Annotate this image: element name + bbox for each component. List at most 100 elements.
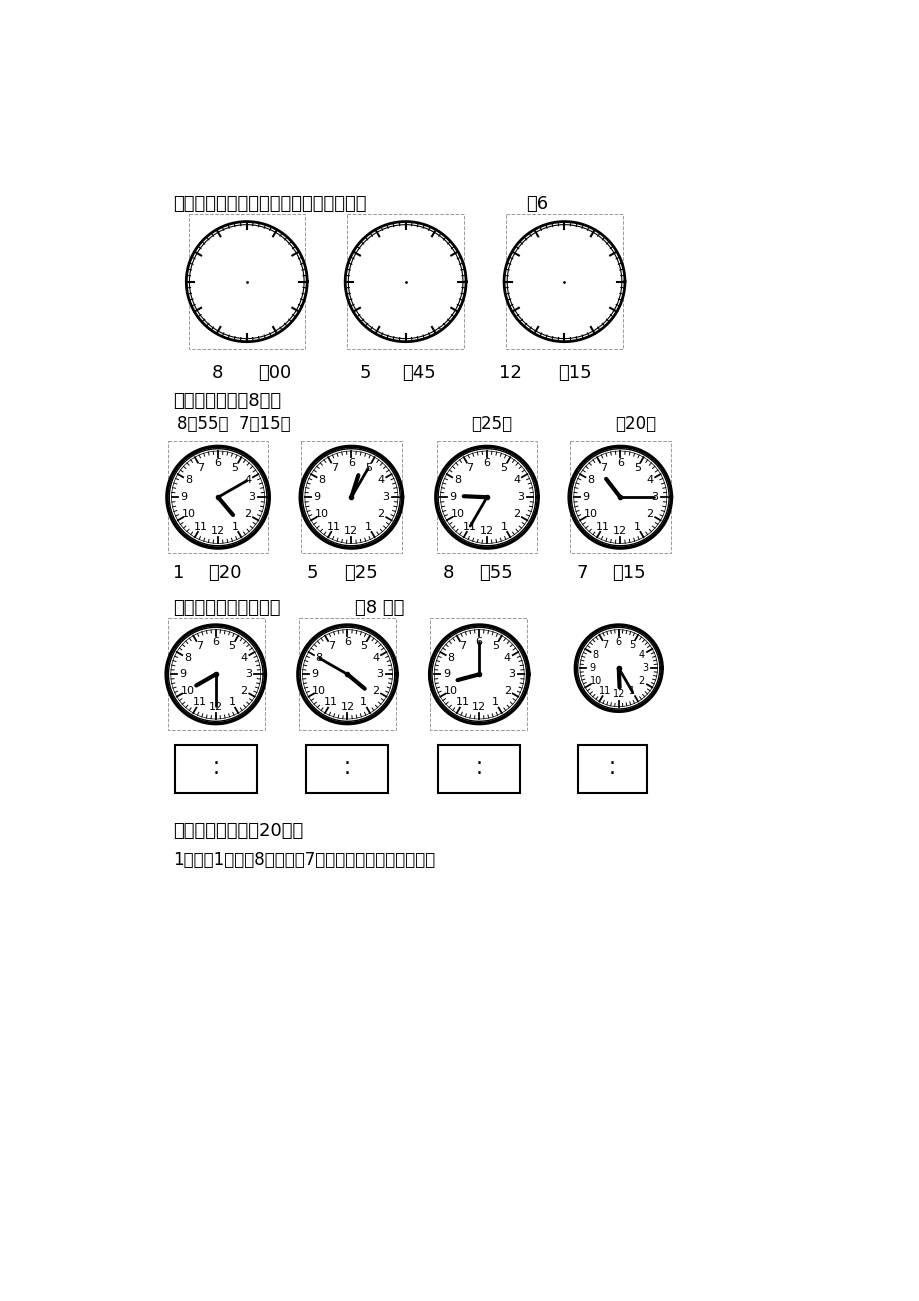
Text: 8: 8 (185, 475, 192, 485)
Text: 2: 2 (244, 509, 251, 519)
Polygon shape (579, 630, 657, 706)
Polygon shape (573, 451, 666, 544)
Text: 1: 1 (360, 697, 367, 708)
Text: （6: （6 (525, 195, 548, 212)
Text: 1: 1 (492, 697, 498, 708)
Text: 9: 9 (448, 492, 456, 502)
Text: 12: 12 (344, 526, 358, 536)
Text: 9: 9 (313, 492, 321, 502)
Text: 12: 12 (340, 701, 354, 712)
Text: 7: 7 (196, 641, 203, 652)
Bar (505, 213, 622, 349)
Text: 3: 3 (376, 669, 383, 679)
Text: 5: 5 (228, 641, 235, 652)
Text: 2: 2 (513, 509, 519, 519)
Text: 6: 6 (214, 458, 221, 468)
Text: 4: 4 (645, 475, 652, 485)
Text: ·: · (212, 765, 220, 785)
Text: 6: 6 (615, 637, 621, 647)
Text: 1: 1 (173, 565, 185, 583)
Text: 10: 10 (180, 686, 194, 696)
Text: 8: 8 (184, 653, 191, 664)
Text: 2: 2 (504, 686, 510, 696)
Text: 11: 11 (327, 522, 341, 532)
Text: 五、画一画：在钟面上画出时针和分针。: 五、画一画：在钟面上画出时针和分针。 (173, 195, 367, 212)
Text: 2: 2 (240, 686, 247, 696)
Text: 12: 12 (471, 701, 486, 712)
Text: 10: 10 (314, 509, 328, 519)
Text: 3: 3 (641, 664, 648, 673)
Text: 8: 8 (586, 475, 594, 485)
Text: 2: 2 (638, 677, 644, 686)
Text: 八、解决问题。（20分）: 八、解决问题。（20分） (173, 822, 303, 840)
Text: 3: 3 (517, 492, 524, 502)
Text: 11: 11 (192, 697, 206, 708)
Text: 4: 4 (504, 653, 510, 664)
Text: 七、读一读、写一写。: 七、读一读、写一写。 (173, 598, 280, 617)
Bar (569, 441, 670, 553)
Text: 5: 5 (232, 463, 238, 472)
Text: ·: · (212, 753, 220, 774)
Text: 7: 7 (198, 463, 204, 472)
Text: 1: 1 (629, 686, 634, 696)
Text: ·: · (475, 753, 482, 774)
Bar (167, 618, 265, 730)
Text: 10: 10 (589, 677, 601, 686)
Text: 10: 10 (450, 509, 464, 519)
Polygon shape (171, 451, 265, 544)
Bar (188, 213, 304, 349)
Text: ：20: ：20 (208, 565, 241, 583)
Text: ·: · (608, 753, 616, 774)
Text: 1: 1 (500, 522, 507, 532)
Text: 8: 8 (447, 653, 454, 664)
Bar (347, 213, 463, 349)
Text: 4: 4 (513, 475, 519, 485)
Text: 3: 3 (651, 492, 657, 502)
Text: 5: 5 (365, 463, 371, 472)
Text: 7: 7 (466, 463, 473, 472)
Text: 8: 8 (315, 653, 323, 664)
Text: 11: 11 (599, 686, 611, 696)
Text: 12: 12 (612, 690, 624, 700)
Bar (430, 618, 527, 730)
Text: 9: 9 (180, 492, 187, 502)
Text: 4: 4 (240, 653, 247, 664)
Text: 7: 7 (602, 640, 608, 650)
Polygon shape (504, 221, 624, 342)
Text: 3: 3 (244, 669, 252, 679)
Text: 7: 7 (599, 463, 607, 472)
Text: 5: 5 (306, 565, 318, 583)
Text: 7: 7 (575, 565, 587, 583)
Polygon shape (302, 630, 392, 719)
Text: 2: 2 (371, 686, 379, 696)
Text: 6: 6 (344, 637, 351, 647)
Text: 时20分: 时20分 (614, 415, 655, 433)
Text: 8: 8 (592, 650, 598, 660)
Text: 8: 8 (453, 475, 460, 485)
Text: ·: · (608, 765, 616, 785)
Text: ：15: ：15 (612, 565, 645, 583)
Text: 10: 10 (444, 686, 458, 696)
Text: 9: 9 (589, 664, 595, 673)
Text: 5: 5 (360, 641, 367, 652)
Text: 7: 7 (331, 463, 337, 472)
Bar (437, 745, 519, 792)
Text: 8: 8 (443, 565, 454, 583)
Text: 5: 5 (358, 364, 370, 382)
Text: 6: 6 (347, 458, 355, 468)
Polygon shape (345, 221, 466, 342)
Text: 5: 5 (633, 463, 641, 472)
Text: 6: 6 (483, 458, 490, 468)
Text: ·: · (343, 753, 350, 774)
Bar (299, 618, 395, 730)
Text: 6: 6 (616, 458, 623, 468)
Polygon shape (304, 451, 397, 544)
Text: 8: 8 (212, 364, 223, 382)
Text: 11: 11 (462, 522, 476, 532)
Text: 12: 12 (210, 526, 225, 536)
Text: 5: 5 (500, 463, 507, 472)
Text: 12: 12 (209, 701, 222, 712)
Text: 2: 2 (645, 509, 652, 519)
Text: 9: 9 (443, 669, 449, 679)
Text: 12: 12 (480, 526, 494, 536)
